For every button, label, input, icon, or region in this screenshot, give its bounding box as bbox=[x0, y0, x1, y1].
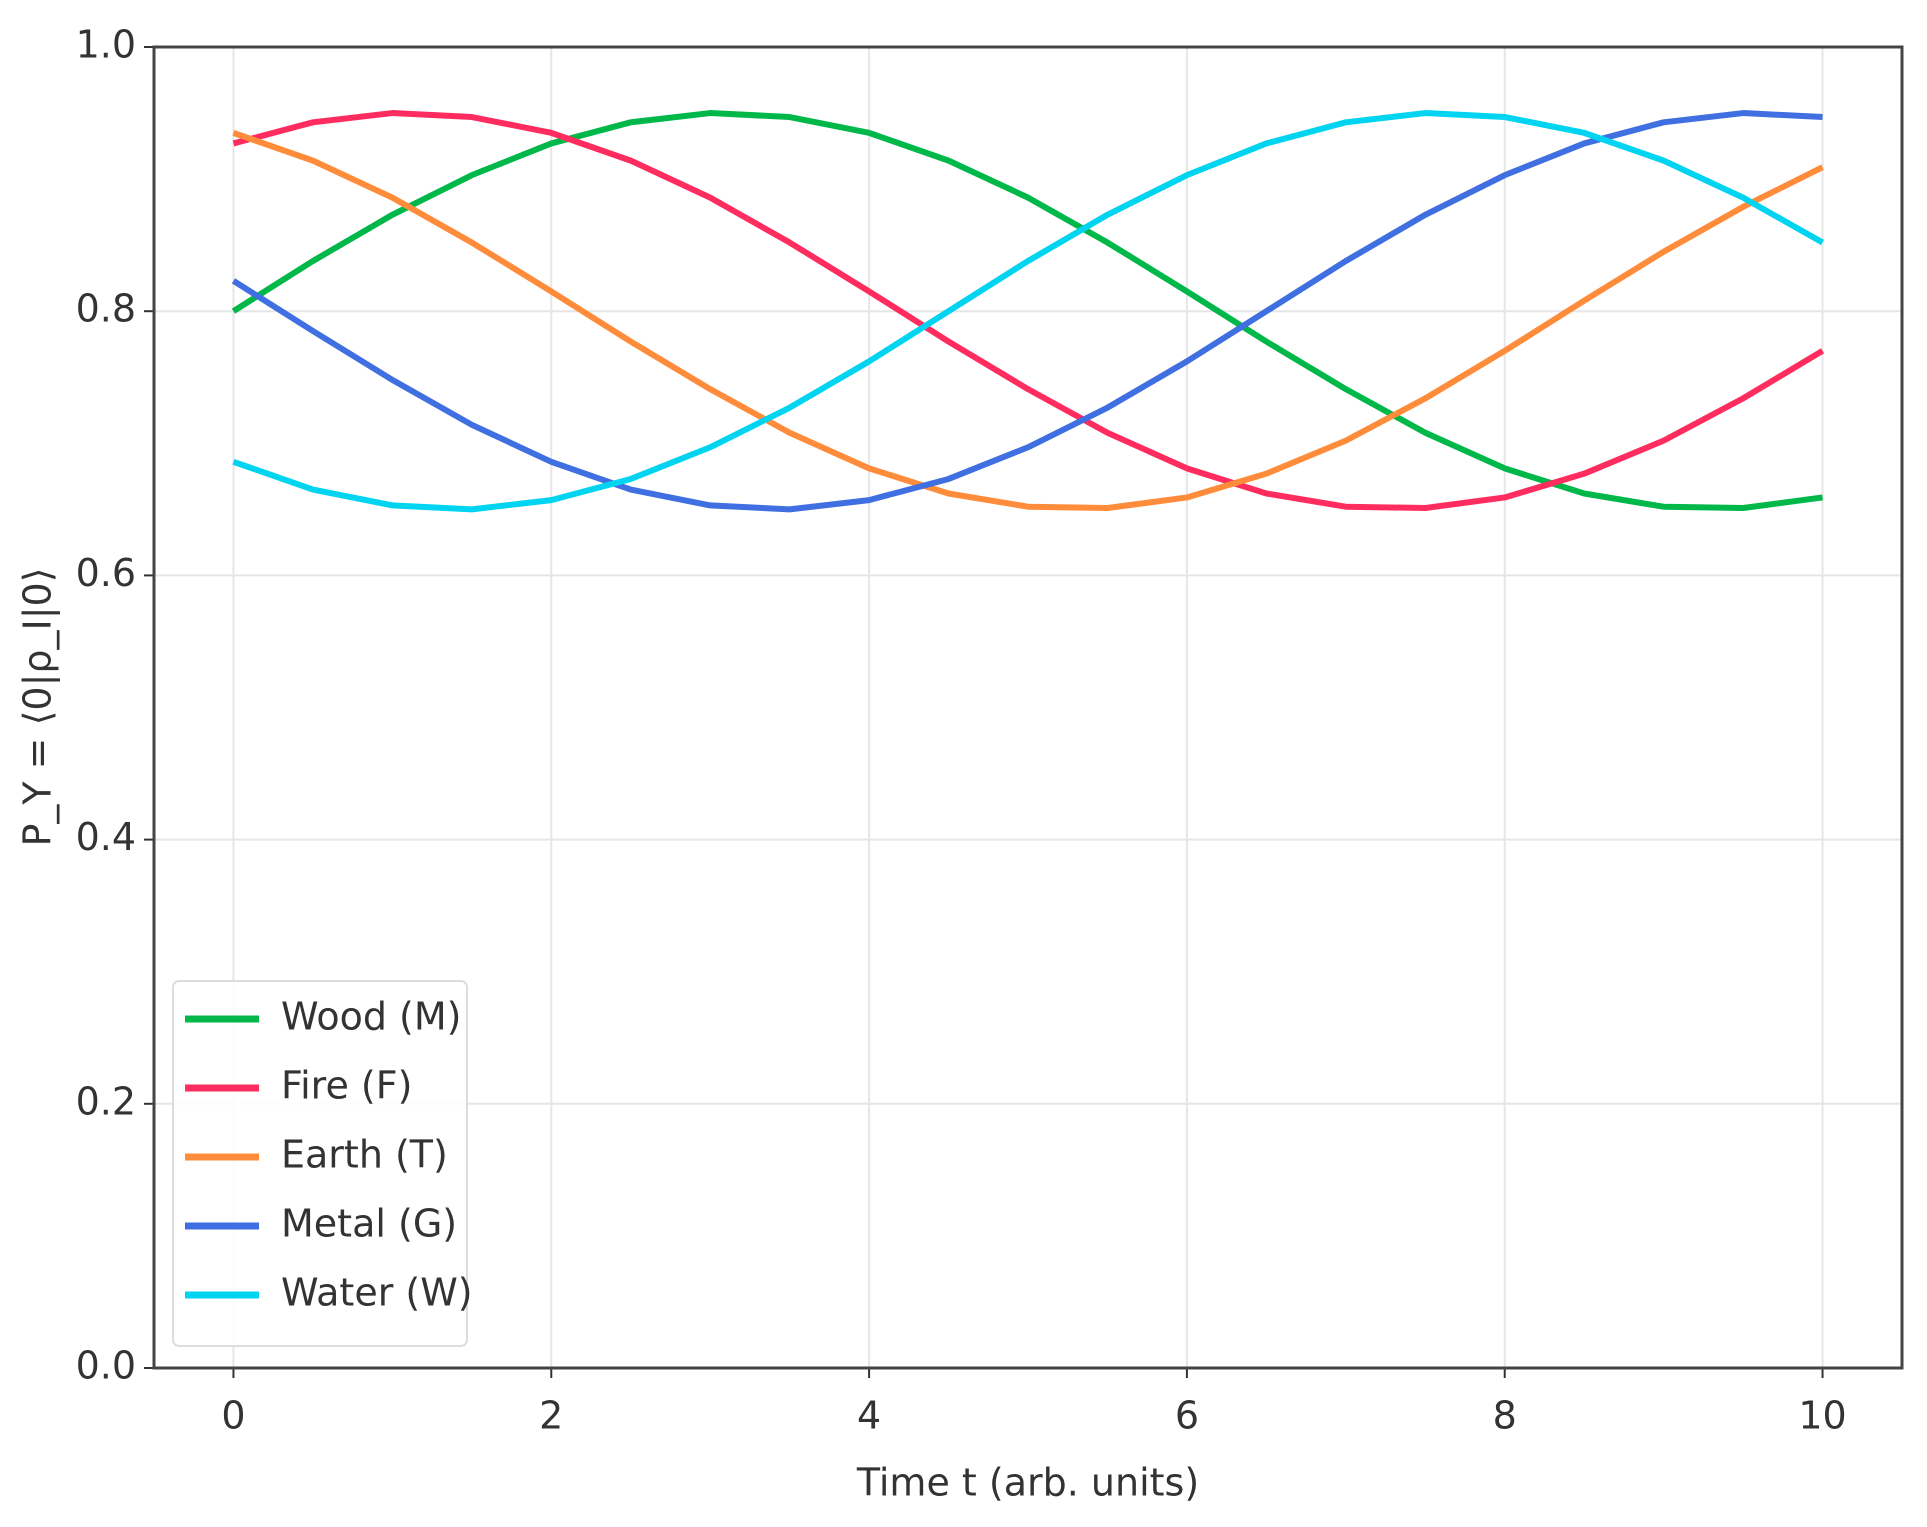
legend-label: Water (W) bbox=[281, 1271, 473, 1315]
legend-label: Fire (F) bbox=[281, 1064, 412, 1108]
series-line bbox=[232, 130, 1824, 512]
legend-label: Metal (G) bbox=[281, 1202, 457, 1246]
x-tick-label: 10 bbox=[1798, 1394, 1846, 1438]
x-tick-label: 4 bbox=[857, 1394, 881, 1438]
y-tick-label: 0.6 bbox=[76, 551, 136, 595]
legend-label: Wood (M) bbox=[281, 995, 461, 1039]
y-tick-label: 1.0 bbox=[76, 23, 136, 67]
x-tick-label: 8 bbox=[1493, 1394, 1517, 1438]
x-tick-label: 2 bbox=[539, 1394, 563, 1438]
legend-label: Earth (T) bbox=[281, 1133, 448, 1177]
x-tick-label: 6 bbox=[1175, 1394, 1199, 1438]
y-tick-label: 0.4 bbox=[76, 815, 136, 859]
x-tick-label: 0 bbox=[221, 1394, 245, 1438]
y-tick-label: 0.0 bbox=[76, 1344, 136, 1388]
series-line bbox=[231, 110, 1823, 513]
series-line bbox=[232, 110, 1825, 513]
y-axis-label: P_Y = ⟨0|ρ_I|0⟩ bbox=[16, 567, 61, 846]
x-axis-label: Time t (arb. units) bbox=[856, 1461, 1199, 1505]
legend-box bbox=[172, 980, 468, 1347]
series-line bbox=[231, 110, 1823, 512]
y-tick-label: 0.2 bbox=[76, 1079, 136, 1123]
plot-frame bbox=[152, 45, 1904, 1370]
series-line bbox=[232, 110, 1825, 512]
y-tick-label: 0.8 bbox=[76, 287, 136, 331]
